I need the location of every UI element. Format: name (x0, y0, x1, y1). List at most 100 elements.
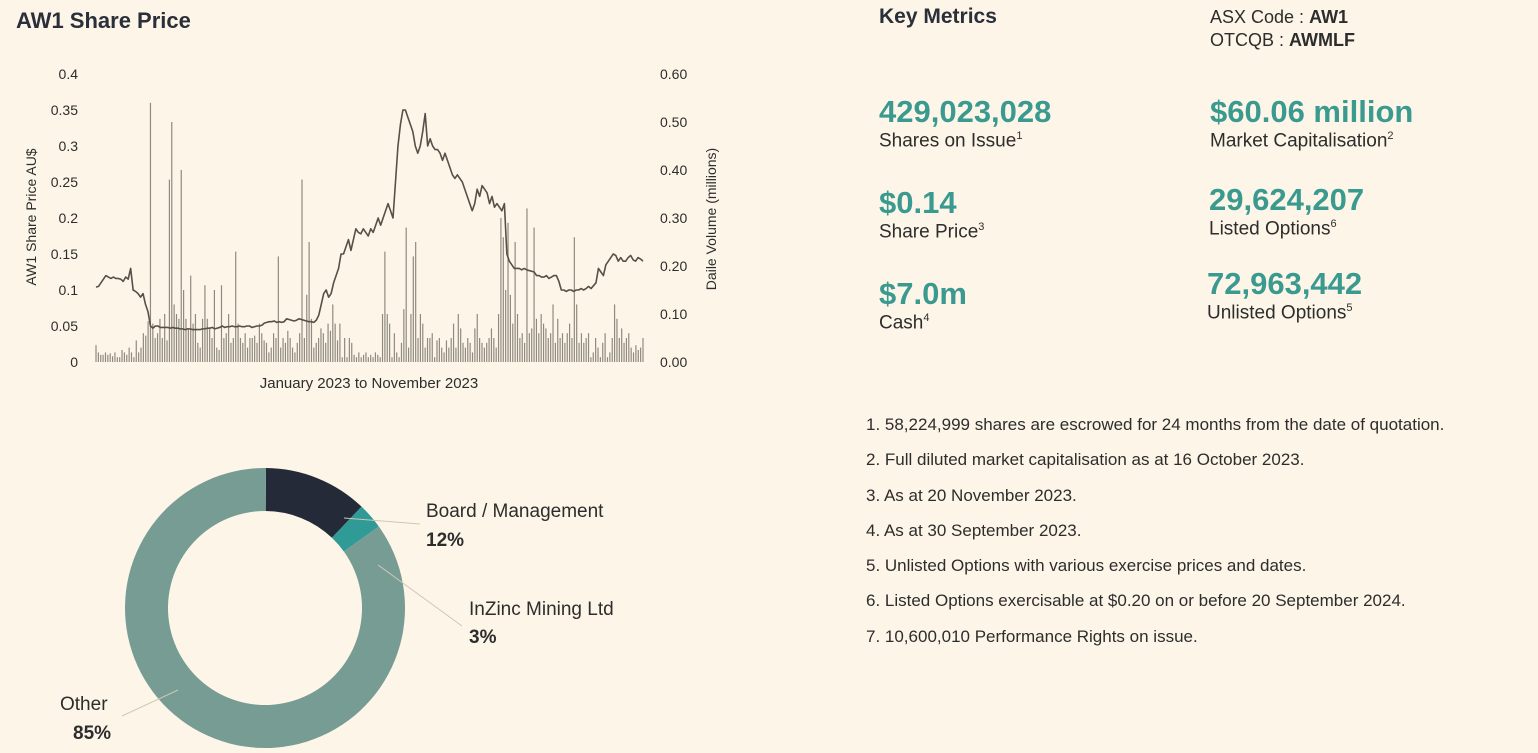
volume-bar (542, 323, 545, 362)
volume-bar (190, 275, 192, 362)
volume-bar (270, 347, 272, 362)
volume-bar (410, 314, 412, 362)
volume-bar (121, 350, 123, 362)
volume-bar (251, 338, 253, 362)
asx-code-value: AW1 (1309, 7, 1349, 27)
volume-bar (538, 333, 540, 362)
asx-code: ASX Code : AW1 (1210, 6, 1355, 29)
volume-bar (396, 352, 398, 362)
volume-bar (372, 357, 374, 362)
y2-tick-label: 0.10 (660, 306, 687, 322)
key-metrics-title: Key Metrics (879, 5, 997, 28)
volume-bar (519, 338, 521, 362)
volume-bar (552, 304, 554, 362)
y-tick-label: 0.35 (51, 102, 78, 118)
volume-bar (524, 342, 526, 362)
footnote: 7. 10,600,010 Performance Rights on issu… (866, 626, 1198, 646)
volume-bar (398, 357, 400, 362)
volume-bar (379, 357, 381, 362)
volume-bar (424, 347, 426, 362)
y-tick-label: 0.05 (51, 318, 78, 334)
volume-bar (206, 318, 208, 362)
volume-bar (561, 333, 564, 362)
volume-bar (95, 345, 97, 362)
volume-bar (358, 352, 360, 362)
y2-tick-label: 0.40 (660, 162, 687, 178)
footnotes-list: 1. 58,224,999 shares are escrowed for 24… (866, 408, 1444, 655)
volume-bar (599, 357, 601, 362)
volume-bar (130, 352, 133, 362)
volume-bar (623, 342, 625, 362)
volume-bar (171, 122, 173, 362)
volume-bar (341, 357, 343, 362)
volume-bar (140, 347, 142, 362)
volume-bar (550, 333, 552, 362)
volume-bar (273, 333, 275, 362)
legend-other-label: Other (60, 694, 108, 715)
volume-bar (400, 342, 403, 362)
volume-bar (183, 290, 185, 362)
volume-bar (213, 290, 215, 362)
y2-tick-label: 0.00 (660, 354, 687, 370)
volume-bar (540, 314, 542, 362)
y-tick-label: 0.15 (51, 246, 78, 262)
volume-bar (351, 342, 353, 362)
volume-bar (100, 354, 102, 362)
volume-bar (450, 338, 452, 362)
volume-bar (327, 323, 329, 362)
volume-bar (268, 352, 270, 362)
volume-bar (431, 333, 433, 362)
volume-bar (393, 333, 395, 362)
volume-bar (353, 354, 355, 362)
volume-bar (557, 318, 559, 362)
volume-bar (630, 347, 632, 362)
volume-bar (114, 352, 116, 362)
volume-bar (296, 342, 298, 362)
volume-bar (228, 314, 230, 362)
volume-bar (232, 338, 234, 362)
asx-code-label: ASX Code : (1210, 7, 1310, 27)
volume-bar (434, 357, 436, 362)
volume-bar (573, 237, 575, 362)
volume-bar (507, 222, 509, 362)
volume-bar (223, 338, 225, 362)
volume-bar (370, 354, 372, 362)
volume-bar (282, 338, 284, 362)
y2-axis-label: Daile Volume (millions) (703, 148, 719, 290)
volume-bar (443, 352, 445, 362)
volume-bar (133, 357, 135, 362)
leader-board (343, 517, 421, 525)
volume-bar (441, 347, 443, 362)
volume-bar (516, 314, 519, 362)
volume-bar (486, 342, 488, 362)
volume-bar (415, 242, 417, 362)
volume-bar (426, 338, 429, 362)
volume-bar (315, 342, 317, 362)
y-tick-label: 0.4 (59, 66, 79, 82)
volume-bar (509, 294, 511, 362)
volume-bar (628, 333, 630, 362)
volume-bar (533, 227, 535, 362)
volume-bar (204, 285, 206, 362)
volume-bar (566, 333, 568, 362)
otcqb-code-label: OTCQB : (1210, 30, 1290, 50)
volume-bar (481, 342, 483, 362)
volume-bar (254, 335, 256, 362)
volume-bar (168, 179, 171, 362)
volume-bar (308, 242, 310, 362)
volume-bar (306, 294, 308, 362)
legend-board-value: 12% (426, 530, 464, 551)
volume-bar (178, 318, 180, 362)
volume-bar (602, 342, 604, 362)
volume-bar (313, 347, 315, 362)
volume-bar (495, 347, 497, 362)
metric-label: Shares on Issue1 (879, 130, 1023, 152)
volume-bar (611, 338, 613, 362)
y2-tick-label: 0.50 (660, 114, 687, 130)
volume-bar (102, 354, 104, 362)
volume-bar (220, 285, 223, 362)
volume-bar (277, 256, 279, 362)
volume-bar (429, 338, 431, 362)
page-title: AW1 Share Price (16, 8, 191, 33)
footnote: 1. 58,224,999 shares are escrowed for 24… (866, 415, 1445, 434)
